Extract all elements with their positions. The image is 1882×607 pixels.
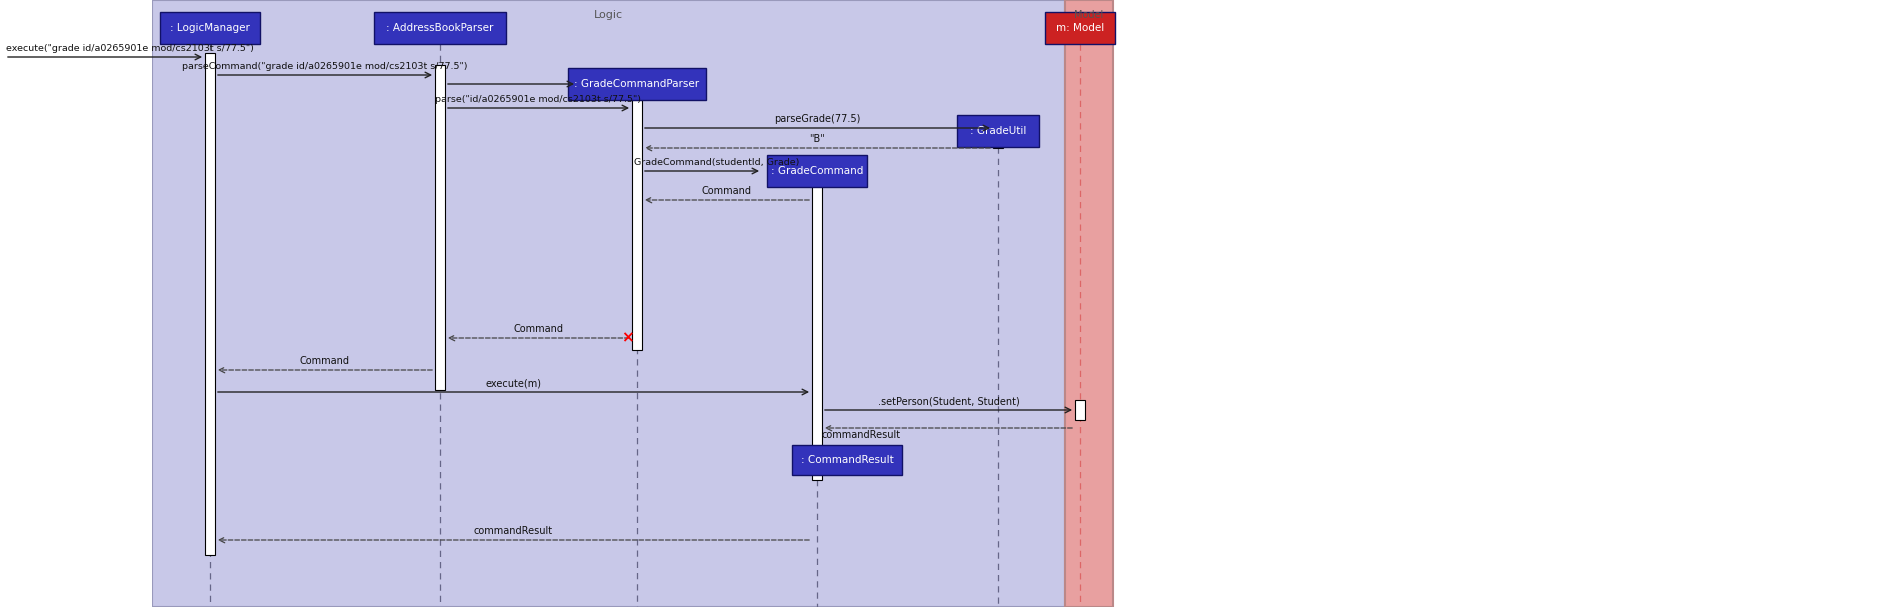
Text: execute("grade id/a0265901e mod/cs2103t s/77.5"): execute("grade id/a0265901e mod/cs2103t … [6, 44, 254, 53]
Text: ×: × [621, 330, 634, 345]
Text: parseGrade(77.5): parseGrade(77.5) [774, 114, 860, 124]
Text: : AddressBookParser: : AddressBookParser [386, 23, 493, 33]
Text: Command: Command [702, 186, 753, 196]
Text: execute(m): execute(m) [486, 378, 542, 388]
Text: : GradeUtil: : GradeUtil [969, 126, 1026, 136]
Bar [792, 445, 901, 475]
Text: Model: Model [1075, 10, 1103, 20]
Text: : GradeCommandParser: : GradeCommandParser [574, 79, 700, 89]
Bar [568, 68, 706, 100]
Text: .setPerson(Student, Student): .setPerson(Student, Student) [877, 396, 1020, 406]
Text: : GradeCommand: : GradeCommand [772, 166, 864, 176]
Text: "B": "B" [809, 134, 826, 144]
Bar [160, 12, 260, 44]
Text: Command: Command [299, 356, 350, 366]
Bar [152, 0, 1065, 607]
Text: m: Model: m: Model [1056, 23, 1105, 33]
Bar [994, 128, 1003, 148]
Bar [1045, 12, 1114, 44]
Text: : CommandResult: : CommandResult [800, 455, 894, 465]
Bar [375, 12, 506, 44]
Bar [956, 115, 1039, 147]
Text: parseCommand("grade id/a0265901e mod/cs2103t s/77.5"): parseCommand("grade id/a0265901e mod/cs2… [183, 62, 469, 71]
Bar [1075, 400, 1086, 420]
Bar [435, 65, 444, 390]
Text: parse("id/a0265901e mod/cs2103t s/77.5"): parse("id/a0265901e mod/cs2103t s/77.5") [435, 95, 642, 104]
Bar [766, 155, 868, 187]
Text: commandResult: commandResult [474, 526, 553, 536]
Bar [811, 170, 822, 480]
Text: : LogicManager: : LogicManager [169, 23, 250, 33]
Bar [1065, 0, 1112, 607]
Bar [632, 100, 642, 350]
Bar [205, 53, 215, 555]
Bar [0, 0, 152, 607]
Text: Command: Command [514, 324, 563, 334]
Text: Logic: Logic [595, 10, 623, 20]
Text: commandResult: commandResult [822, 430, 901, 440]
Text: GradeCommand(studentId, Grade): GradeCommand(studentId, Grade) [634, 158, 800, 167]
